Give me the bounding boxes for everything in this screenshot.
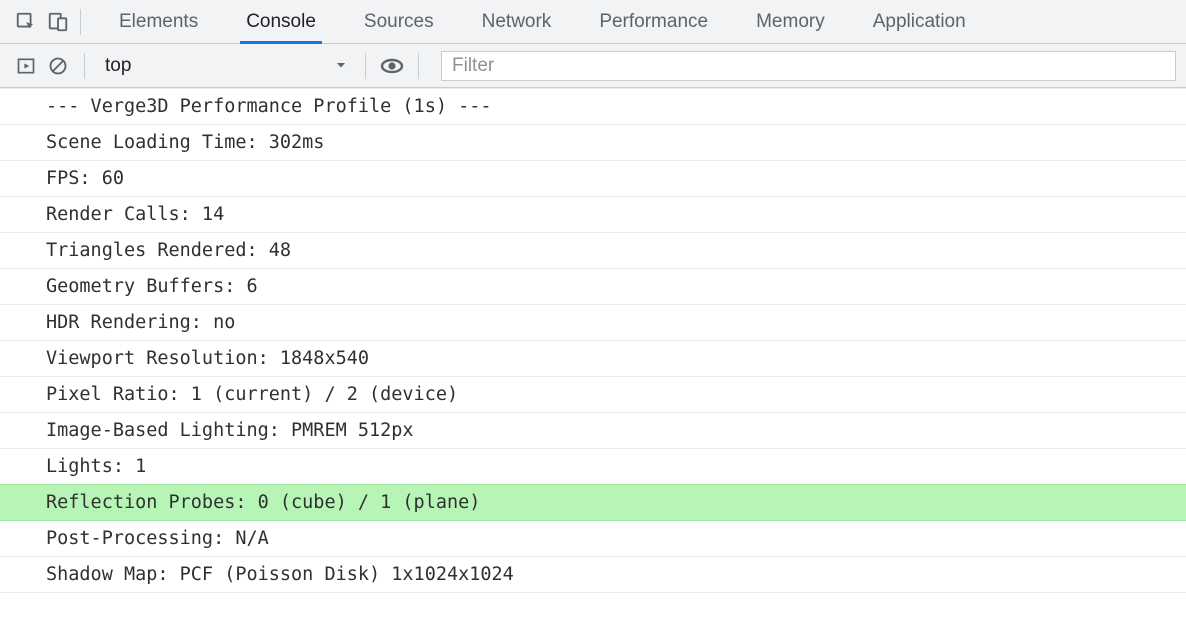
console-log-row[interactable]: FPS: 60	[0, 161, 1186, 197]
separator	[84, 53, 85, 79]
separator	[365, 53, 366, 79]
tabs-container: Elements Console Sources Network Performance…	[119, 0, 966, 43]
console-log-area: --- Verge3D Performance Profile (1s) ---…	[0, 88, 1186, 593]
console-log-row[interactable]: Geometry Buffers: 6	[0, 269, 1186, 305]
tab-network[interactable]: Network	[482, 0, 552, 43]
console-log-row[interactable]: Triangles Rendered: 48	[0, 233, 1186, 269]
console-log-row[interactable]: Render Calls: 14	[0, 197, 1186, 233]
console-log-row[interactable]: Lights: 1	[0, 449, 1186, 485]
console-log-row[interactable]: Image-Based Lighting: PMREM 512px	[0, 413, 1186, 449]
separator	[418, 53, 419, 79]
tab-elements[interactable]: Elements	[119, 0, 198, 43]
devtools-tab-strip: Elements Console Sources Network Performance…	[0, 0, 1186, 44]
context-selector-label: top	[105, 55, 131, 77]
separator	[80, 9, 81, 35]
console-toolbar: top	[0, 44, 1186, 88]
console-log-row[interactable]: Viewport Resolution: 1848x540	[0, 341, 1186, 377]
console-log-row[interactable]: --- Verge3D Performance Profile (1s) ---	[0, 88, 1186, 125]
tab-console[interactable]: Console	[246, 0, 316, 43]
tab-application[interactable]: Application	[873, 0, 966, 43]
console-log-row[interactable]: Post-Processing: N/A	[0, 521, 1186, 557]
console-log-row[interactable]: Reflection Probes: 0 (cube) / 1 (plane)	[0, 484, 1186, 521]
device-toolbar-icon[interactable]	[42, 6, 74, 38]
tab-performance[interactable]: Performance	[599, 0, 708, 43]
clear-console-icon[interactable]	[42, 50, 74, 82]
console-log-row[interactable]: Scene Loading Time: 302ms	[0, 125, 1186, 161]
console-log-row[interactable]: Shadow Map: PCF (Poisson Disk) 1x1024x10…	[0, 557, 1186, 593]
live-expression-icon[interactable]	[376, 50, 408, 82]
tab-memory[interactable]: Memory	[756, 0, 825, 43]
tab-sources[interactable]: Sources	[364, 0, 434, 43]
chevron-down-icon	[335, 58, 347, 74]
toggle-sidebar-icon[interactable]	[10, 50, 42, 82]
filter-input[interactable]	[441, 51, 1176, 81]
console-log-row[interactable]: HDR Rendering: no	[0, 305, 1186, 341]
context-selector[interactable]: top	[95, 51, 355, 81]
inspect-element-icon[interactable]	[10, 6, 42, 38]
console-log-row[interactable]: Pixel Ratio: 1 (current) / 2 (device)	[0, 377, 1186, 413]
